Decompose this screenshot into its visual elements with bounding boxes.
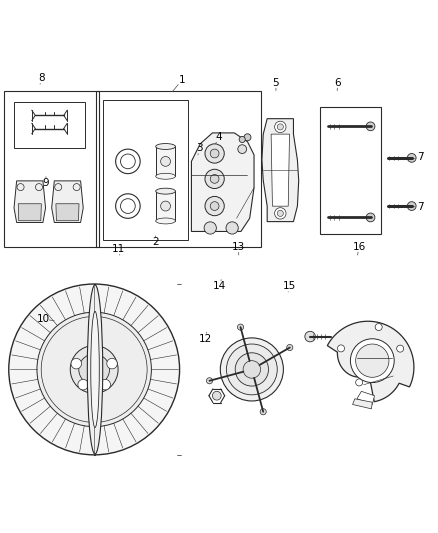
Circle shape (226, 222, 238, 234)
Circle shape (206, 378, 212, 384)
Circle shape (366, 122, 375, 131)
Circle shape (89, 345, 99, 356)
Text: 11: 11 (112, 244, 125, 254)
Text: 1: 1 (178, 75, 185, 85)
Text: 12: 12 (199, 334, 212, 344)
Text: 16: 16 (353, 242, 366, 252)
Circle shape (210, 201, 219, 211)
Circle shape (210, 149, 219, 158)
Polygon shape (271, 134, 290, 206)
Polygon shape (14, 181, 46, 222)
Circle shape (212, 391, 221, 400)
Ellipse shape (156, 143, 175, 149)
Bar (156, 147, 175, 176)
Bar (156, 191, 175, 221)
Text: 9: 9 (42, 178, 49, 188)
Bar (103, 100, 188, 240)
Bar (96, 91, 261, 247)
Bar (4, 91, 99, 247)
Circle shape (244, 134, 251, 141)
Circle shape (350, 339, 394, 383)
Circle shape (397, 345, 404, 352)
Circle shape (356, 344, 389, 377)
Ellipse shape (156, 173, 175, 179)
Text: 10: 10 (37, 314, 50, 324)
Ellipse shape (156, 218, 175, 224)
Polygon shape (262, 119, 299, 222)
Circle shape (243, 361, 261, 378)
Circle shape (161, 157, 170, 166)
Circle shape (239, 136, 245, 142)
Polygon shape (56, 204, 79, 221)
Polygon shape (353, 399, 372, 409)
Circle shape (260, 409, 266, 415)
Bar (14, 102, 85, 148)
Polygon shape (357, 391, 374, 405)
Circle shape (238, 145, 247, 154)
Circle shape (275, 121, 286, 133)
Circle shape (71, 358, 81, 369)
Circle shape (107, 358, 117, 369)
Circle shape (407, 201, 416, 211)
Text: 7: 7 (417, 203, 424, 212)
Ellipse shape (156, 188, 175, 194)
Circle shape (37, 312, 152, 426)
Circle shape (78, 379, 88, 390)
Text: 2: 2 (152, 237, 159, 247)
Circle shape (210, 174, 219, 183)
Circle shape (275, 208, 286, 219)
Circle shape (287, 344, 293, 351)
Circle shape (407, 154, 416, 162)
Circle shape (220, 338, 283, 401)
Circle shape (277, 124, 283, 130)
Text: 8: 8 (38, 73, 45, 83)
Circle shape (277, 211, 283, 216)
Circle shape (356, 379, 363, 386)
Polygon shape (18, 204, 41, 221)
Circle shape (205, 169, 224, 189)
Circle shape (204, 222, 216, 234)
Bar (320, 107, 381, 233)
Circle shape (161, 201, 170, 211)
Circle shape (226, 344, 277, 395)
Text: 14: 14 (213, 281, 226, 291)
Circle shape (205, 197, 224, 216)
Circle shape (70, 345, 118, 393)
Circle shape (338, 345, 345, 352)
Text: 6: 6 (334, 77, 341, 87)
Polygon shape (52, 181, 83, 222)
Ellipse shape (91, 311, 99, 427)
Polygon shape (191, 133, 254, 231)
Circle shape (9, 284, 180, 455)
Text: 13: 13 (232, 242, 245, 252)
Text: 4: 4 (215, 132, 223, 142)
Circle shape (235, 353, 268, 386)
Circle shape (100, 379, 110, 390)
Circle shape (79, 354, 110, 385)
Circle shape (305, 332, 315, 342)
Ellipse shape (87, 285, 102, 454)
Text: 7: 7 (417, 152, 424, 162)
Circle shape (205, 144, 224, 163)
Circle shape (237, 324, 244, 330)
Polygon shape (327, 321, 414, 402)
Circle shape (366, 213, 375, 222)
Text: 5: 5 (272, 77, 279, 87)
Circle shape (375, 324, 382, 330)
Text: 3: 3 (196, 143, 203, 154)
Text: 15: 15 (283, 281, 296, 291)
